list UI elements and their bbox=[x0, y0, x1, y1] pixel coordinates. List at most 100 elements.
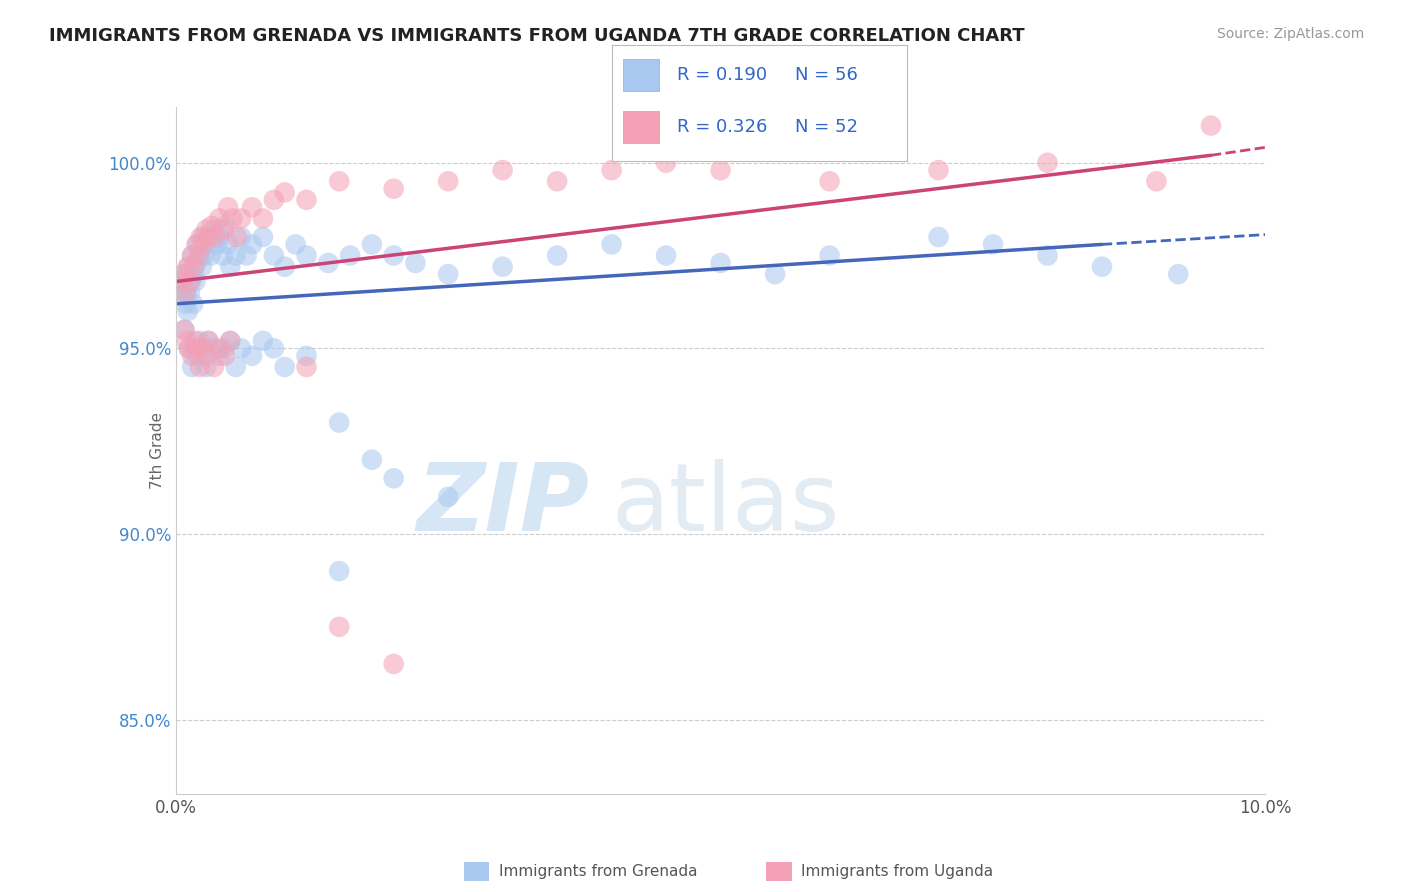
Point bbox=[197, 230, 219, 244]
Text: atlas: atlas bbox=[612, 459, 839, 551]
Y-axis label: 7th Grade: 7th Grade bbox=[149, 412, 165, 489]
Point bbox=[195, 349, 218, 363]
Point bbox=[295, 193, 318, 207]
Text: N = 52: N = 52 bbox=[794, 118, 858, 136]
Point bbox=[181, 359, 204, 374]
Point bbox=[187, 248, 209, 262]
Point bbox=[177, 342, 200, 356]
Point bbox=[184, 334, 207, 348]
Point bbox=[546, 248, 568, 262]
Point bbox=[186, 342, 209, 356]
Point bbox=[181, 349, 204, 363]
Point bbox=[235, 248, 257, 262]
Point bbox=[1167, 267, 1189, 281]
Point bbox=[710, 256, 733, 270]
Point bbox=[214, 219, 236, 233]
Point bbox=[212, 222, 235, 236]
Point bbox=[177, 260, 200, 274]
Point bbox=[274, 260, 297, 274]
Point bbox=[225, 359, 247, 374]
Point bbox=[710, 163, 733, 178]
Point bbox=[492, 163, 515, 178]
Point bbox=[193, 248, 215, 262]
Point bbox=[183, 260, 205, 274]
Point bbox=[240, 237, 263, 252]
Point bbox=[205, 237, 228, 252]
Point bbox=[655, 155, 678, 169]
Point bbox=[263, 342, 285, 356]
Point bbox=[328, 174, 350, 188]
Point bbox=[274, 186, 297, 200]
Point bbox=[1036, 248, 1059, 262]
Point bbox=[1146, 174, 1168, 188]
Point bbox=[181, 248, 204, 262]
Point bbox=[177, 260, 200, 274]
Point bbox=[382, 248, 405, 262]
Point bbox=[186, 237, 209, 252]
Point bbox=[219, 334, 242, 348]
Point bbox=[191, 342, 214, 356]
Text: Source: ZipAtlas.com: Source: ZipAtlas.com bbox=[1216, 27, 1364, 41]
Point bbox=[295, 349, 318, 363]
Point bbox=[191, 237, 214, 252]
Point bbox=[252, 334, 274, 348]
Point bbox=[217, 200, 239, 214]
Point bbox=[177, 342, 200, 356]
Point bbox=[263, 248, 285, 262]
Point bbox=[274, 359, 297, 374]
Point bbox=[173, 323, 195, 337]
Point bbox=[928, 163, 950, 178]
Point bbox=[981, 237, 1004, 252]
Point bbox=[177, 304, 200, 318]
Point bbox=[176, 334, 198, 348]
Text: R = 0.326: R = 0.326 bbox=[676, 118, 766, 136]
Point bbox=[1199, 119, 1222, 133]
Point bbox=[191, 342, 214, 356]
Point bbox=[188, 334, 211, 348]
Point bbox=[179, 285, 201, 300]
Text: N = 56: N = 56 bbox=[794, 66, 858, 84]
Point bbox=[214, 342, 236, 356]
Point bbox=[361, 452, 384, 467]
Point bbox=[328, 620, 350, 634]
Point bbox=[208, 230, 231, 244]
Point bbox=[197, 334, 219, 348]
Point bbox=[172, 275, 194, 289]
Point bbox=[170, 275, 193, 289]
Point bbox=[600, 237, 623, 252]
Point bbox=[188, 248, 211, 262]
Point bbox=[217, 237, 239, 252]
Point bbox=[231, 211, 253, 226]
Point bbox=[201, 219, 224, 233]
Point bbox=[180, 275, 202, 289]
Point bbox=[211, 248, 233, 262]
Point bbox=[195, 359, 218, 374]
Point bbox=[1036, 155, 1059, 169]
Point bbox=[204, 230, 226, 244]
Point bbox=[176, 285, 198, 300]
Point bbox=[492, 260, 515, 274]
Point bbox=[184, 275, 207, 289]
Point bbox=[200, 248, 222, 262]
Point bbox=[181, 297, 204, 311]
Text: ZIP: ZIP bbox=[418, 459, 591, 551]
Point bbox=[195, 237, 218, 252]
Point bbox=[437, 174, 460, 188]
Point bbox=[240, 200, 263, 214]
Point bbox=[928, 230, 950, 244]
Point bbox=[202, 222, 225, 236]
Point bbox=[184, 342, 207, 356]
Point bbox=[172, 267, 194, 281]
Point bbox=[173, 267, 195, 281]
Point bbox=[225, 230, 247, 244]
Point bbox=[195, 222, 218, 236]
Point bbox=[252, 230, 274, 244]
Point bbox=[655, 248, 678, 262]
Point bbox=[546, 174, 568, 188]
Point bbox=[214, 349, 236, 363]
Point bbox=[437, 267, 460, 281]
Point bbox=[252, 211, 274, 226]
Point bbox=[295, 248, 318, 262]
Point bbox=[188, 359, 211, 374]
Point bbox=[179, 275, 201, 289]
